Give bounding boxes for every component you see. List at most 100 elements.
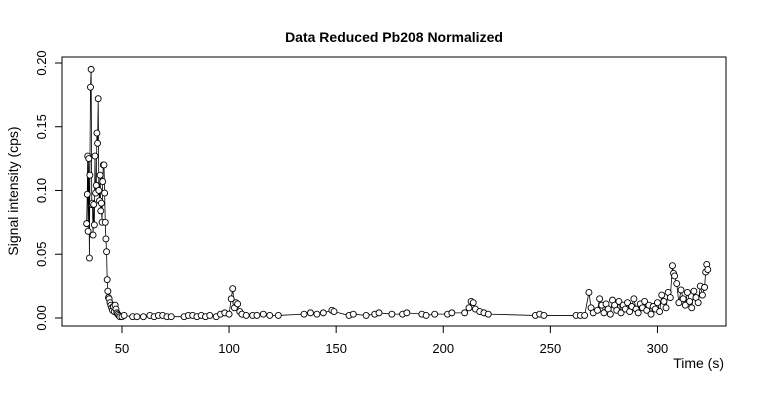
data-point xyxy=(469,299,477,307)
y-axis-label: Signal intensity (cps) xyxy=(5,126,21,255)
data-point xyxy=(266,311,274,319)
y-tick-label: 0.00 xyxy=(34,305,49,330)
data-point xyxy=(673,280,681,287)
data-point xyxy=(585,289,593,296)
data-point xyxy=(101,189,109,197)
x-tick-label: 150 xyxy=(325,341,347,356)
data-point xyxy=(87,65,95,73)
data-point xyxy=(694,299,702,307)
data-point xyxy=(85,254,93,262)
data-point xyxy=(87,83,94,91)
data-point xyxy=(679,295,687,303)
data-point xyxy=(95,187,103,194)
data-point xyxy=(93,129,101,137)
data-point xyxy=(259,310,267,318)
x-axis-label: Time (s) xyxy=(673,355,724,371)
data-point xyxy=(101,218,109,226)
data-point xyxy=(227,295,235,303)
data-point xyxy=(403,309,411,317)
data-point xyxy=(677,286,685,294)
data-point xyxy=(658,291,666,299)
data-point xyxy=(647,310,655,318)
data-point xyxy=(698,291,706,299)
data-point xyxy=(274,311,282,319)
data-point xyxy=(349,310,357,318)
data-point xyxy=(133,313,141,321)
data-point xyxy=(388,310,396,318)
data-point xyxy=(624,299,631,307)
data-point xyxy=(634,309,642,317)
data-point xyxy=(448,309,456,317)
data-point xyxy=(330,308,338,316)
data-point xyxy=(690,287,698,295)
data-point xyxy=(669,262,676,270)
data-point xyxy=(540,311,548,319)
data-point xyxy=(630,295,638,303)
data-point xyxy=(675,299,683,307)
data-point xyxy=(94,139,102,147)
data-point xyxy=(656,308,664,316)
data-point xyxy=(120,311,128,319)
data-point xyxy=(90,221,98,229)
data-point xyxy=(654,299,661,307)
data-point xyxy=(234,300,242,308)
x-tick-label: 50 xyxy=(115,341,129,356)
data-point xyxy=(139,313,147,321)
data-point xyxy=(422,311,430,319)
data-point xyxy=(242,311,250,319)
data-point xyxy=(90,201,98,208)
data-point xyxy=(615,297,623,305)
data-point xyxy=(94,95,102,103)
data-point xyxy=(666,294,674,302)
data-point xyxy=(600,309,608,317)
data-point xyxy=(89,231,97,239)
x-tick-label: 100 xyxy=(218,341,240,356)
data-point xyxy=(596,295,604,303)
data-point xyxy=(97,199,105,207)
data-point xyxy=(701,283,709,291)
data-point xyxy=(581,311,589,319)
data-point xyxy=(704,266,712,273)
data-point xyxy=(83,190,91,198)
data-point xyxy=(606,310,614,318)
data-point xyxy=(671,272,679,280)
data-point xyxy=(307,309,314,317)
data-point xyxy=(206,311,214,319)
data-point xyxy=(104,287,112,295)
x-tick-label: 250 xyxy=(540,341,562,356)
data-point xyxy=(86,171,94,179)
data-point xyxy=(681,301,689,309)
data-point xyxy=(313,310,321,318)
x-tick-label: 200 xyxy=(432,341,454,356)
y-tick-label: 0.05 xyxy=(34,242,49,267)
data-point xyxy=(641,297,649,305)
data-point xyxy=(103,276,111,284)
data-point xyxy=(229,285,237,293)
data-point xyxy=(100,161,108,169)
data-point xyxy=(484,310,492,318)
x-tick-label: 300 xyxy=(647,341,669,356)
data-point xyxy=(362,311,370,319)
plot-frame xyxy=(61,56,727,327)
data-point xyxy=(91,152,99,160)
data-point xyxy=(253,311,261,319)
data-point xyxy=(85,155,93,163)
data-point xyxy=(84,227,92,235)
data-point xyxy=(683,289,691,296)
data-point xyxy=(617,309,625,317)
data-point xyxy=(83,220,91,228)
data-point xyxy=(103,248,111,256)
y-tick-label: 0.20 xyxy=(34,50,49,75)
data-point xyxy=(99,178,107,186)
data-point xyxy=(431,310,439,318)
data-point xyxy=(662,304,670,312)
data-point xyxy=(167,313,175,321)
data-point xyxy=(465,304,473,312)
series-line xyxy=(86,69,709,318)
data-point xyxy=(102,235,110,243)
data-point xyxy=(686,297,694,305)
data-point xyxy=(594,306,601,314)
data-point xyxy=(688,304,696,312)
y-tick-label: 0.10 xyxy=(34,178,49,203)
